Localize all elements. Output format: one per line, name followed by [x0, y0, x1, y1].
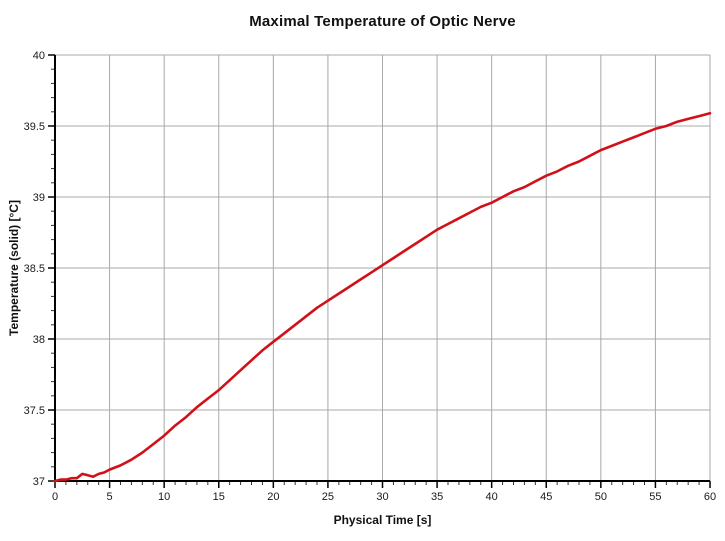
- x-tick-label: 35: [431, 491, 443, 503]
- x-tick-label: 15: [213, 491, 225, 503]
- x-tick-label: 0: [52, 491, 58, 503]
- x-tick-label: 55: [649, 491, 661, 503]
- x-tick-label: 25: [322, 491, 334, 503]
- x-tick-label: 60: [704, 491, 716, 503]
- y-tick-label: 38.5: [24, 263, 45, 275]
- y-tick-label: 38: [33, 334, 45, 346]
- y-axis-title: Temperature (solid) [°C]: [7, 200, 21, 336]
- x-tick-label: 5: [107, 491, 113, 503]
- x-axis-title: Physical Time [s]: [333, 513, 432, 527]
- y-tick-label: 39.5: [24, 121, 45, 133]
- x-tick-label: 45: [540, 491, 552, 503]
- x-tick-label: 20: [267, 491, 279, 503]
- x-tick-label: 10: [158, 491, 170, 503]
- y-tick-label: 40: [33, 50, 45, 62]
- y-tick-label: 39: [33, 192, 45, 204]
- y-tick-label: 37.5: [24, 405, 45, 417]
- x-tick-label: 50: [595, 491, 607, 503]
- temperature-curve: [53, 111, 712, 483]
- chart-title: Maximal Temperature of Optic Nerve: [249, 13, 516, 30]
- x-tick-label: 40: [486, 491, 498, 503]
- x-tick-label: 30: [376, 491, 388, 503]
- y-tick-label: 37: [33, 476, 45, 488]
